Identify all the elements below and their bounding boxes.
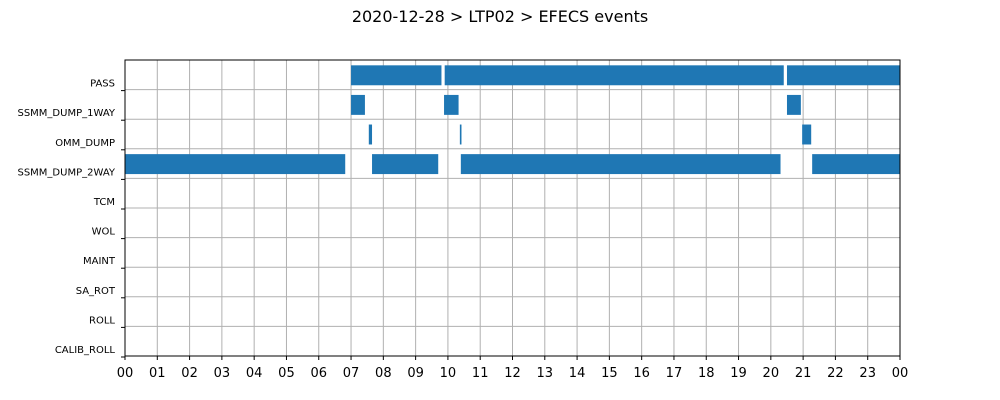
x-tick-label: 20 xyxy=(763,366,780,381)
event-bar-pass xyxy=(444,65,784,86)
bars xyxy=(125,65,900,175)
plot-frame xyxy=(124,59,901,357)
x-tick-label: 18 xyxy=(698,366,715,381)
grid xyxy=(125,60,900,356)
x-tick-label: 08 xyxy=(375,366,392,381)
y-tick-label: SSMM_DUMP_2WAY xyxy=(17,167,115,178)
y-tick-label: SA_ROT xyxy=(76,286,116,297)
x-tick-label: 00 xyxy=(117,366,134,381)
axes xyxy=(121,59,901,360)
y-tick-label: WOL xyxy=(92,227,116,238)
x-tick-label: 02 xyxy=(181,366,198,381)
event-bar-ssmm-dump-2way xyxy=(812,154,900,175)
event-bar-ssmm-dump-1way xyxy=(786,94,801,115)
event-bar-pass xyxy=(786,65,900,86)
x-tick-label: 01 xyxy=(149,366,166,381)
x-tick-label: 21 xyxy=(795,366,812,381)
event-bar-omm-dump xyxy=(802,124,812,145)
x-tick-label: 12 xyxy=(504,366,521,381)
y-tick-label: SSMM_DUMP_1WAY xyxy=(17,108,115,119)
event-bar-ssmm-dump-1way xyxy=(444,94,459,115)
y-tick-label: CALIB_ROLL xyxy=(55,345,116,356)
x-tick-label: 07 xyxy=(343,366,360,381)
x-tick-label: 10 xyxy=(440,366,457,381)
x-tick-label: 00 xyxy=(892,366,909,381)
chart-title: 2020-12-28 > LTP02 > EFECS events xyxy=(352,7,648,26)
x-tick-label: 03 xyxy=(214,366,231,381)
y-tick-label: MAINT xyxy=(83,256,116,267)
x-tick-label: 06 xyxy=(310,366,327,381)
x-tick-label: 14 xyxy=(569,366,586,381)
event-bar-ssmm-dump-1way xyxy=(351,94,365,115)
y-tick-label: ROLL xyxy=(89,315,115,326)
event-bar-omm-dump xyxy=(459,124,462,145)
x-tick-label: 23 xyxy=(859,366,876,381)
event-bar-ssmm-dump-2way xyxy=(372,154,439,175)
x-tick-label: 13 xyxy=(537,366,554,381)
event-bar-omm-dump xyxy=(368,124,373,145)
event-bar-ssmm-dump-2way xyxy=(125,154,346,175)
x-tick-label: 09 xyxy=(407,366,424,381)
event-bar-ssmm-dump-2way xyxy=(460,154,781,175)
y-tick-label: TCM xyxy=(93,197,115,208)
event-bar-pass xyxy=(351,65,442,86)
x-tick-label: 15 xyxy=(601,366,618,381)
x-tick-label: 16 xyxy=(633,366,650,381)
x-tick-labels: 00 01 02 03 04 05 06 07 08 09 10 11 12 13 14 15 16 17 18 19… xyxy=(117,366,909,381)
y-tick-labels: PASS SSMM_DUMP_1WAY OMM_DUMP SSMM_DUMP_2WAY… xyxy=(17,79,115,356)
x-tick-label: 11 xyxy=(472,366,489,381)
x-tick-label: 05 xyxy=(278,366,295,381)
x-tick-label: 04 xyxy=(246,366,263,381)
x-tick-label: 22 xyxy=(827,366,844,381)
y-tick-label: PASS xyxy=(90,79,115,90)
x-tick-label: 19 xyxy=(730,366,747,381)
y-tick-label: OMM_DUMP xyxy=(55,138,115,149)
x-tick-label: 17 xyxy=(666,366,683,381)
